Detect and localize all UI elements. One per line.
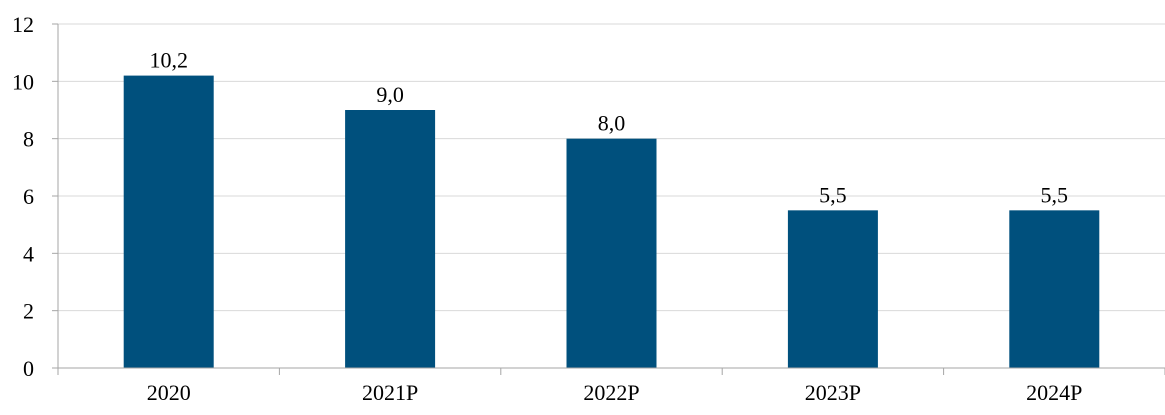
y-tick-label: 12 xyxy=(12,12,34,37)
data-labels: 10,2 9,0 8,0 5,5 5,5 xyxy=(149,48,1068,208)
y-tick-label: 6 xyxy=(23,184,34,209)
y-tick-label: 4 xyxy=(23,241,34,266)
axes: 0 2 4 6 8 10 12 2020 2021P 2022P 2023P 2024P xyxy=(12,12,1165,405)
bars xyxy=(123,75,1100,368)
bar-value-label: 10,2 xyxy=(149,48,188,73)
x-tick-label: 2024P xyxy=(1026,380,1082,405)
bar-2020 xyxy=(123,75,214,368)
y-tick-label: 8 xyxy=(23,127,34,152)
bar-value-label: 5,5 xyxy=(819,182,847,207)
bar-2021p xyxy=(345,110,436,368)
y-tick-label: 2 xyxy=(23,299,34,324)
bar-value-label: 5,5 xyxy=(1041,182,1069,207)
bar-2023p xyxy=(787,210,878,368)
bar-value-label: 8,0 xyxy=(598,111,626,136)
bar-2024p xyxy=(1009,210,1100,368)
x-tick-label: 2023P xyxy=(805,380,861,405)
bar-value-label: 9,0 xyxy=(376,82,404,107)
x-tick-label: 2020 xyxy=(147,380,191,405)
x-tick-label: 2022P xyxy=(583,380,639,405)
x-tick-label: 2021P xyxy=(362,380,418,405)
y-tick-label: 10 xyxy=(12,69,34,94)
bar-2022p xyxy=(566,138,657,368)
y-tick-label: 0 xyxy=(23,356,34,381)
